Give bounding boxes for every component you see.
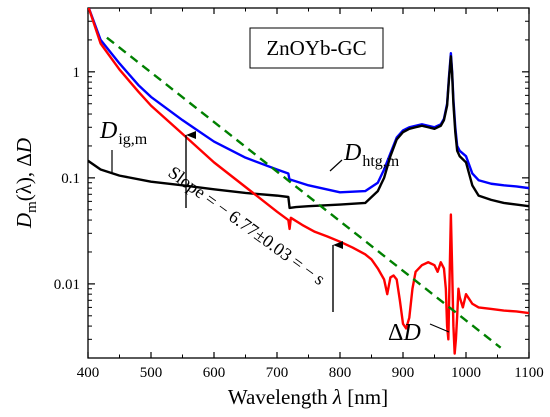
title-box <box>249 27 384 69</box>
x-axis: 400 500 600 700 800 900 1000 1100 <box>77 8 544 381</box>
y-axis: 0.01 0.1 1 <box>54 7 529 359</box>
d-htg-symbol: D <box>343 140 361 166</box>
x-tick-label: 900 <box>392 365 415 381</box>
x-axis-title-symbol: λ <box>332 385 342 409</box>
x-axis-title-unit: [nm] <box>342 385 388 409</box>
x-tick-label: 800 <box>329 365 352 381</box>
y-axis-title-d2: D <box>12 138 36 154</box>
black-series-line <box>88 55 529 210</box>
x-axis-title-main: Wavelength <box>228 385 333 409</box>
y-tick-label: 0.1 <box>61 171 80 187</box>
x-tick-label: 1000 <box>451 365 481 381</box>
d-htg-label: Dhtg,m <box>343 140 400 170</box>
x-tick-label: 500 <box>140 365 163 381</box>
d-htg-leader-line <box>329 159 343 172</box>
delta-symbol: Δ <box>388 320 403 346</box>
delta-d-symbol: D <box>402 320 420 346</box>
x-tick-label: 600 <box>203 365 226 381</box>
d-ig-symbol: D <box>99 118 117 144</box>
y-tick-label: 1 <box>73 65 81 81</box>
x-tick-label: 400 <box>77 365 100 381</box>
y-tick-label: 0.01 <box>54 277 80 293</box>
delta-d-leader-line <box>429 323 450 333</box>
d-ig-label: Dig,m <box>99 118 148 148</box>
y-axis-title: Dm(λ), ΔD <box>12 138 40 229</box>
blue-series-line <box>88 8 529 194</box>
series-layer <box>88 8 529 355</box>
y-axis-title-mid: (λ), Δ <box>12 153 36 201</box>
d-ig-subscript: ig,m <box>118 131 147 148</box>
fit-line <box>106 36 502 349</box>
y-axis-title-d: D <box>12 213 36 229</box>
x-tick-label: 1100 <box>514 365 543 381</box>
delta-d-label: ΔD <box>388 320 421 346</box>
d-htg-subscript: htg,m <box>362 153 399 170</box>
chart-title: ZnOYb-GC <box>266 36 366 60</box>
y-axis-title-sub: m <box>24 201 40 213</box>
red-series-line <box>88 8 529 355</box>
x-axis-title: Wavelength λ [nm] <box>228 385 388 409</box>
x-tick-label: 700 <box>266 365 289 381</box>
